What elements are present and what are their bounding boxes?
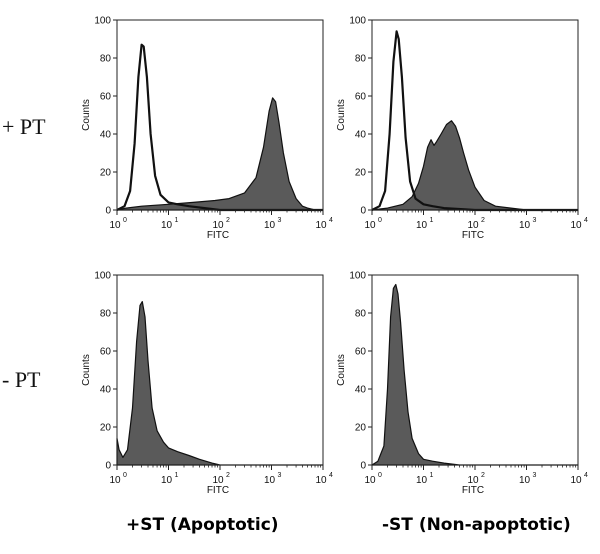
x-tick-exponent: 3	[278, 217, 282, 224]
x-tick-label: 10	[264, 220, 276, 231]
y-tick-label: 80	[355, 54, 367, 65]
x-tick-exponent: 3	[533, 217, 537, 224]
y-tick-label: 60	[355, 347, 367, 358]
histogram-filled-series	[116, 301, 324, 466]
x-tick-exponent: 2	[226, 472, 230, 479]
y-axis-label: Counts	[81, 99, 92, 131]
x-tick-exponent: 0	[378, 472, 382, 479]
x-axis-label: FITC	[207, 485, 229, 496]
x-tick-label: 10	[416, 220, 428, 231]
y-tick-label: 0	[360, 206, 366, 217]
y-tick-label: 0	[105, 206, 111, 217]
x-tick-label: 10	[212, 220, 224, 231]
plot-frame	[116, 19, 324, 211]
x-tick-exponent: 1	[430, 472, 434, 479]
y-axis-label: Counts	[81, 354, 92, 386]
x-tick-exponent: 3	[533, 472, 537, 479]
x-tick-label: 10	[109, 475, 121, 486]
y-tick-label: 20	[100, 423, 112, 434]
x-tick-label: 10	[467, 475, 479, 486]
x-tick-label: 10	[570, 220, 582, 231]
y-tick-label: 60	[100, 347, 112, 358]
x-tick-exponent: 0	[378, 217, 382, 224]
y-tick-label: 40	[355, 385, 367, 396]
row-label-plus-pt: + PT	[2, 114, 46, 139]
x-tick-exponent: 1	[175, 217, 179, 224]
x-tick-label: 10	[416, 475, 428, 486]
x-tick-label: 10	[364, 220, 376, 231]
x-tick-label: 10	[519, 475, 531, 486]
x-axis-label: FITC	[207, 230, 229, 241]
x-tick-label: 10	[519, 220, 531, 231]
x-axis-label: FITC	[462, 230, 484, 241]
y-tick-label: 80	[355, 309, 367, 320]
y-tick-label: 40	[100, 385, 112, 396]
y-tick-label: 40	[355, 130, 367, 141]
x-tick-label: 10	[109, 220, 121, 231]
y-tick-label: 20	[100, 168, 112, 179]
y-tick-label: 60	[355, 92, 367, 103]
y-tick-label: 100	[94, 271, 111, 282]
y-tick-label: 100	[94, 16, 111, 27]
x-tick-label: 10	[161, 220, 173, 231]
x-tick-exponent: 4	[584, 217, 588, 224]
x-tick-exponent: 4	[329, 217, 333, 224]
row-label-minus-pt: - PT	[2, 367, 41, 392]
y-tick-label: 0	[360, 461, 366, 472]
x-tick-label: 10	[467, 220, 479, 231]
x-tick-exponent: 4	[584, 472, 588, 479]
y-tick-label: 80	[100, 309, 112, 320]
y-tick-label: 20	[355, 423, 367, 434]
x-axis-label: FITC	[462, 485, 484, 496]
histogram-outline-series	[116, 43, 323, 212]
x-tick-exponent: 4	[329, 472, 333, 479]
x-tick-exponent: 2	[226, 217, 230, 224]
x-tick-label: 10	[161, 475, 173, 486]
histogram-filled-series	[116, 97, 324, 211]
histogram-filled-series	[371, 283, 579, 466]
y-tick-label: 60	[100, 92, 112, 103]
column-label-apoptotic: +ST (Apoptotic)	[126, 515, 279, 535]
x-tick-exponent: 3	[278, 472, 282, 479]
histogram-filled-series	[371, 120, 579, 211]
y-tick-label: 100	[349, 16, 366, 27]
y-tick-label: 40	[100, 130, 112, 141]
x-tick-exponent: 2	[481, 217, 485, 224]
x-tick-label: 10	[364, 475, 376, 486]
x-tick-label: 10	[570, 475, 582, 486]
y-axis-label: Counts	[336, 99, 347, 131]
x-tick-exponent: 2	[481, 472, 485, 479]
y-axis-label: Counts	[336, 354, 347, 386]
y-tick-label: 80	[100, 54, 112, 65]
histogram-outline-series	[371, 30, 578, 212]
x-tick-exponent: 1	[430, 217, 434, 224]
y-tick-label: 100	[349, 271, 366, 282]
x-tick-exponent: 0	[123, 472, 127, 479]
x-tick-label: 10	[315, 475, 327, 486]
column-label-non-apoptotic: -ST (Non-apoptotic)	[382, 515, 571, 535]
x-tick-label: 10	[264, 475, 276, 486]
plot-frame	[371, 19, 579, 211]
x-tick-label: 10	[315, 220, 327, 231]
x-tick-label: 10	[212, 475, 224, 486]
y-tick-label: 20	[355, 168, 367, 179]
x-tick-exponent: 1	[175, 472, 179, 479]
x-tick-exponent: 0	[123, 217, 127, 224]
y-tick-label: 0	[105, 461, 111, 472]
